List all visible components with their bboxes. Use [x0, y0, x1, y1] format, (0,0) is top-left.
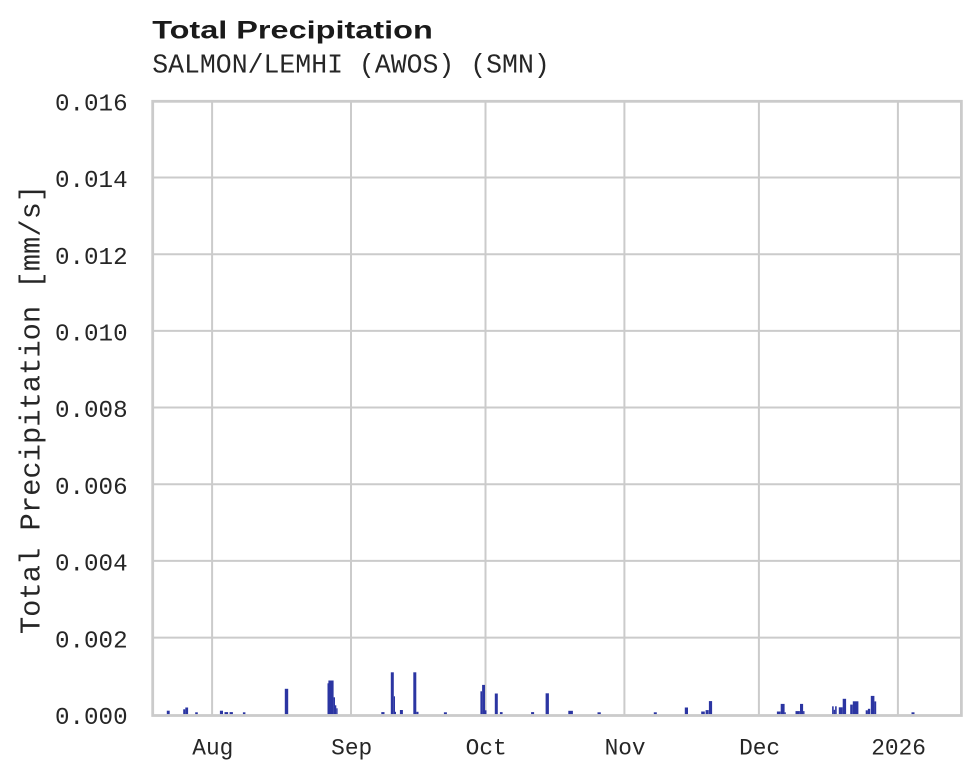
svg-text:Total Precipitation: Total Precipitation [152, 17, 433, 45]
svg-text:0.014: 0.014 [55, 168, 128, 195]
svg-text:Dec: Dec [739, 735, 780, 761]
svg-text:0.010: 0.010 [55, 322, 128, 349]
svg-text:Nov: Nov [605, 735, 646, 761]
svg-text:Total Precipitation [mm/s]: Total Precipitation [mm/s] [15, 185, 48, 634]
svg-text:Aug: Aug [192, 735, 233, 761]
svg-text:Oct: Oct [466, 735, 507, 761]
svg-text:0.008: 0.008 [55, 398, 128, 425]
svg-text:0.016: 0.016 [55, 92, 128, 119]
svg-text:SALMON/LEMHI (AWOS) (SMN): SALMON/LEMHI (AWOS) (SMN) [152, 51, 550, 81]
svg-text:0.000: 0.000 [55, 705, 128, 732]
svg-text:Sep: Sep [331, 735, 372, 761]
svg-text:0.004: 0.004 [55, 552, 128, 579]
svg-text:0.002: 0.002 [55, 628, 128, 655]
svg-text:0.006: 0.006 [55, 475, 128, 502]
svg-text:0.012: 0.012 [55, 245, 128, 272]
svg-text:2026: 2026 [871, 735, 926, 761]
